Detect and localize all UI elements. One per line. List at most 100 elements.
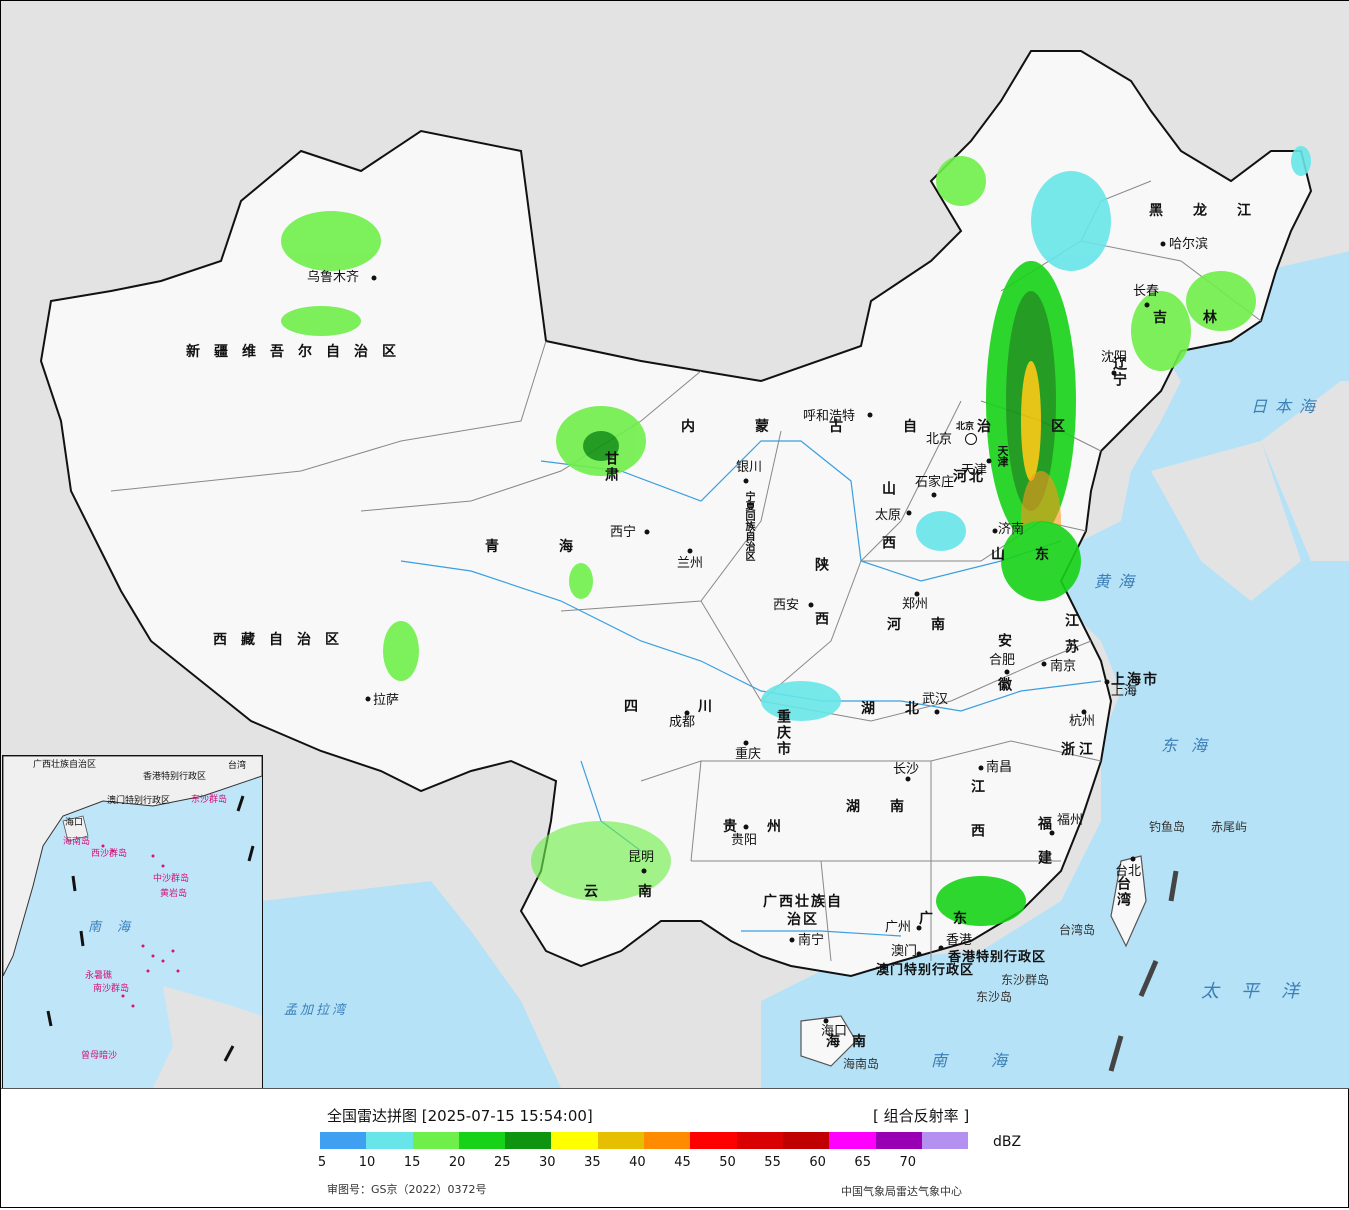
scale-ticks: 5 10 15 20 25 30 35 40 45 50 55 60 65 70	[1, 1155, 1001, 1173]
city-dot	[931, 492, 937, 498]
city-dot	[743, 478, 749, 484]
scale-tick-label: 35	[584, 1155, 601, 1170]
city-jinan: 济南	[998, 522, 1025, 537]
color-swatch	[782, 1132, 830, 1149]
sea-pacific: 太平洋	[1201, 981, 1321, 1002]
label-hunan: 湖南	[846, 799, 934, 815]
city-shijiazhuang: 石家庄	[915, 475, 955, 490]
scale-tick-label: 70	[899, 1155, 917, 1170]
city-changsha: 长沙	[893, 762, 920, 777]
island-dongsha-qundao: 东沙群岛	[1001, 973, 1050, 987]
label-anhui: 安徽	[996, 633, 1012, 721]
color-swatch	[597, 1132, 645, 1149]
color-swatch	[320, 1132, 367, 1149]
city-kunming: 昆明	[628, 850, 655, 865]
label-beijing-shi: 北京	[956, 422, 975, 432]
sea-japan: 日本海	[1251, 397, 1324, 416]
label-shandong: 山东	[991, 547, 1079, 563]
city-taiyuan: 太原	[875, 508, 902, 523]
city-dot	[789, 937, 795, 943]
city-fuzhou: 福州	[1057, 813, 1084, 828]
city-lanzhou: 兰州	[677, 556, 704, 571]
city-shenyang: 沈阳	[1101, 350, 1128, 365]
city-dot	[934, 709, 940, 715]
scale-tick-label: 25	[493, 1155, 511, 1170]
color-swatch	[412, 1132, 459, 1149]
legend-panel: 全国雷达拼图 [2025-07-15 15:54:00] [ 组合反射率 ] d…	[1, 1088, 1349, 1210]
inset-label-nansha: 南沙群岛	[93, 984, 130, 994]
city-changchun: 长春	[1133, 284, 1160, 299]
product-label: [ 组合反射率 ]	[873, 1107, 970, 1125]
map-area[interactable]: 新疆维吾尔自治区 西藏自治区 青海 甘肃 内蒙古自治区 黑龙江 吉林 辽宁 河北…	[1, 1, 1349, 1089]
inset-label-huangyan: 黄岩岛	[160, 889, 188, 899]
label-heilongjiang: 黑龙江	[1149, 203, 1281, 219]
legend-title: 全国雷达拼图 [2025-07-15 15:54:00]	[327, 1107, 593, 1125]
city-urumqi: 乌鲁木齐	[307, 270, 360, 285]
color-swatch	[551, 1132, 598, 1149]
hainan-island	[800, 1015, 857, 1067]
label-yunnan: 云南	[584, 884, 692, 900]
label-hongkong-sar: 香港特别行政区	[948, 950, 1047, 965]
label-shaanxi: 陕西	[813, 557, 829, 665]
city-dot	[1144, 302, 1150, 308]
city-yinchuan: 银川	[736, 460, 763, 475]
city-dot	[1004, 669, 1010, 675]
city-dot	[644, 529, 650, 535]
city-hefei: 合肥	[989, 653, 1016, 668]
inset-label-macau: 澳门特别行政区	[107, 796, 171, 806]
scale-tick-label: 10	[358, 1155, 376, 1170]
label-guangdong: 广东	[919, 911, 987, 927]
city-chongqing: 重庆	[735, 747, 762, 762]
color-swatch	[736, 1132, 783, 1149]
island-hainan-dao: 海南岛	[843, 1057, 880, 1071]
inset-label-haikou: 海口	[65, 818, 84, 828]
beijing-capital-icon	[965, 433, 977, 445]
city-xian: 西安	[773, 598, 800, 613]
label-taiwan: 台湾	[1115, 876, 1131, 908]
scale-tick-label: 5	[317, 1155, 327, 1170]
city-shanghai: 上海	[1111, 684, 1138, 699]
city-nanjing: 南京	[1050, 659, 1077, 674]
label-macau-sar: 澳门特别行政区	[876, 963, 975, 978]
label-hainan: 海南	[826, 1034, 878, 1050]
label-ningxia: 宁夏回族自治区	[743, 491, 754, 561]
color-swatch	[829, 1132, 876, 1149]
city-dot	[916, 925, 922, 931]
label-jilin: 吉林	[1153, 310, 1253, 326]
island-chiwei: 赤尾屿	[1211, 820, 1248, 834]
city-dot	[992, 528, 998, 534]
unit-label: dBZ	[993, 1134, 1022, 1150]
city-dot	[914, 591, 920, 597]
island-diaoyu: 钓鱼岛	[1149, 820, 1186, 834]
city-chengdu: 成都	[669, 715, 696, 730]
scale-tick-label: 55	[764, 1155, 781, 1170]
scale-tick-label: 65	[854, 1155, 871, 1170]
scale-tick-label: 50	[719, 1155, 736, 1170]
scale-tick-label: 20	[448, 1155, 466, 1170]
label-jiangxi: 江西	[969, 779, 985, 867]
city-dot	[1049, 830, 1055, 836]
inset-label-zhongsha: 中沙群岛	[153, 874, 190, 884]
city-guangzhou: 广州	[885, 920, 912, 935]
city-nanning: 南宁	[798, 933, 825, 948]
color-swatch	[644, 1132, 691, 1149]
city-taipei: 台北	[1115, 864, 1142, 879]
city-xining: 西宁	[610, 525, 637, 540]
scale-tick-label: 60	[809, 1155, 826, 1170]
city-dot	[978, 765, 984, 771]
label-henan: 河南	[887, 617, 975, 633]
label-shanghai-shi: 上海市	[1111, 672, 1159, 688]
city-guiyang: 贵阳	[731, 833, 758, 848]
city-dot	[808, 602, 814, 608]
city-dot	[1160, 241, 1166, 247]
city-dot	[905, 776, 911, 782]
label-sichuan: 四川	[624, 699, 772, 715]
city-lhasa: 拉萨	[373, 693, 400, 708]
city-wuhan: 武汉	[922, 692, 949, 707]
inset-label-taiwan: 台湾	[228, 761, 247, 771]
city-dot	[823, 1018, 829, 1024]
city-zhengzhou: 郑州	[902, 597, 929, 612]
sea-east: 东海	[1161, 736, 1222, 755]
maritime-boundary	[1108, 870, 1179, 1072]
city-dot	[986, 458, 992, 464]
